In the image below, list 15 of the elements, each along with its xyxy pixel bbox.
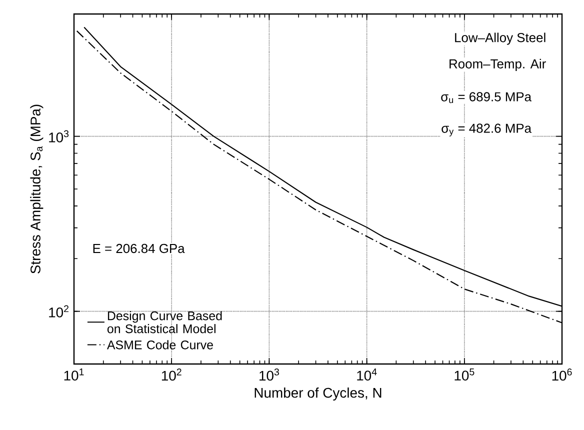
legend-label: Design Curve Based on Statistical Model [107,311,222,334]
x-tick-label: 10$^{4}$ [357,368,377,381]
annotation: σ$_{y}$ = 482.6 MPa [442,124,532,136]
x-tick-label: 10$^{5}$ [454,368,474,381]
legend-label: ASME Code Curve [106,340,213,350]
x-tick-label: 10$^{6}$ [552,368,572,381]
x-axis-title: Number of Cycles, N [254,388,382,401]
y-axis-title: Stress Amplitude, S$_{a}$ (MPa) [30,104,44,274]
annotation: Low–Alloy Steel [455,32,546,45]
x-tick-label: 10$^{3}$ [260,368,279,381]
annotation: E = 206.84 GPa [93,244,185,254]
x-tick-label: 10$^{1}$ [64,368,84,381]
x-tick-label: 10$^{2}$ [162,368,182,381]
annotation: σ$_{u}$ = 689.5 MPa [441,92,532,104]
annotation: Room–Temp. Air [450,58,546,72]
